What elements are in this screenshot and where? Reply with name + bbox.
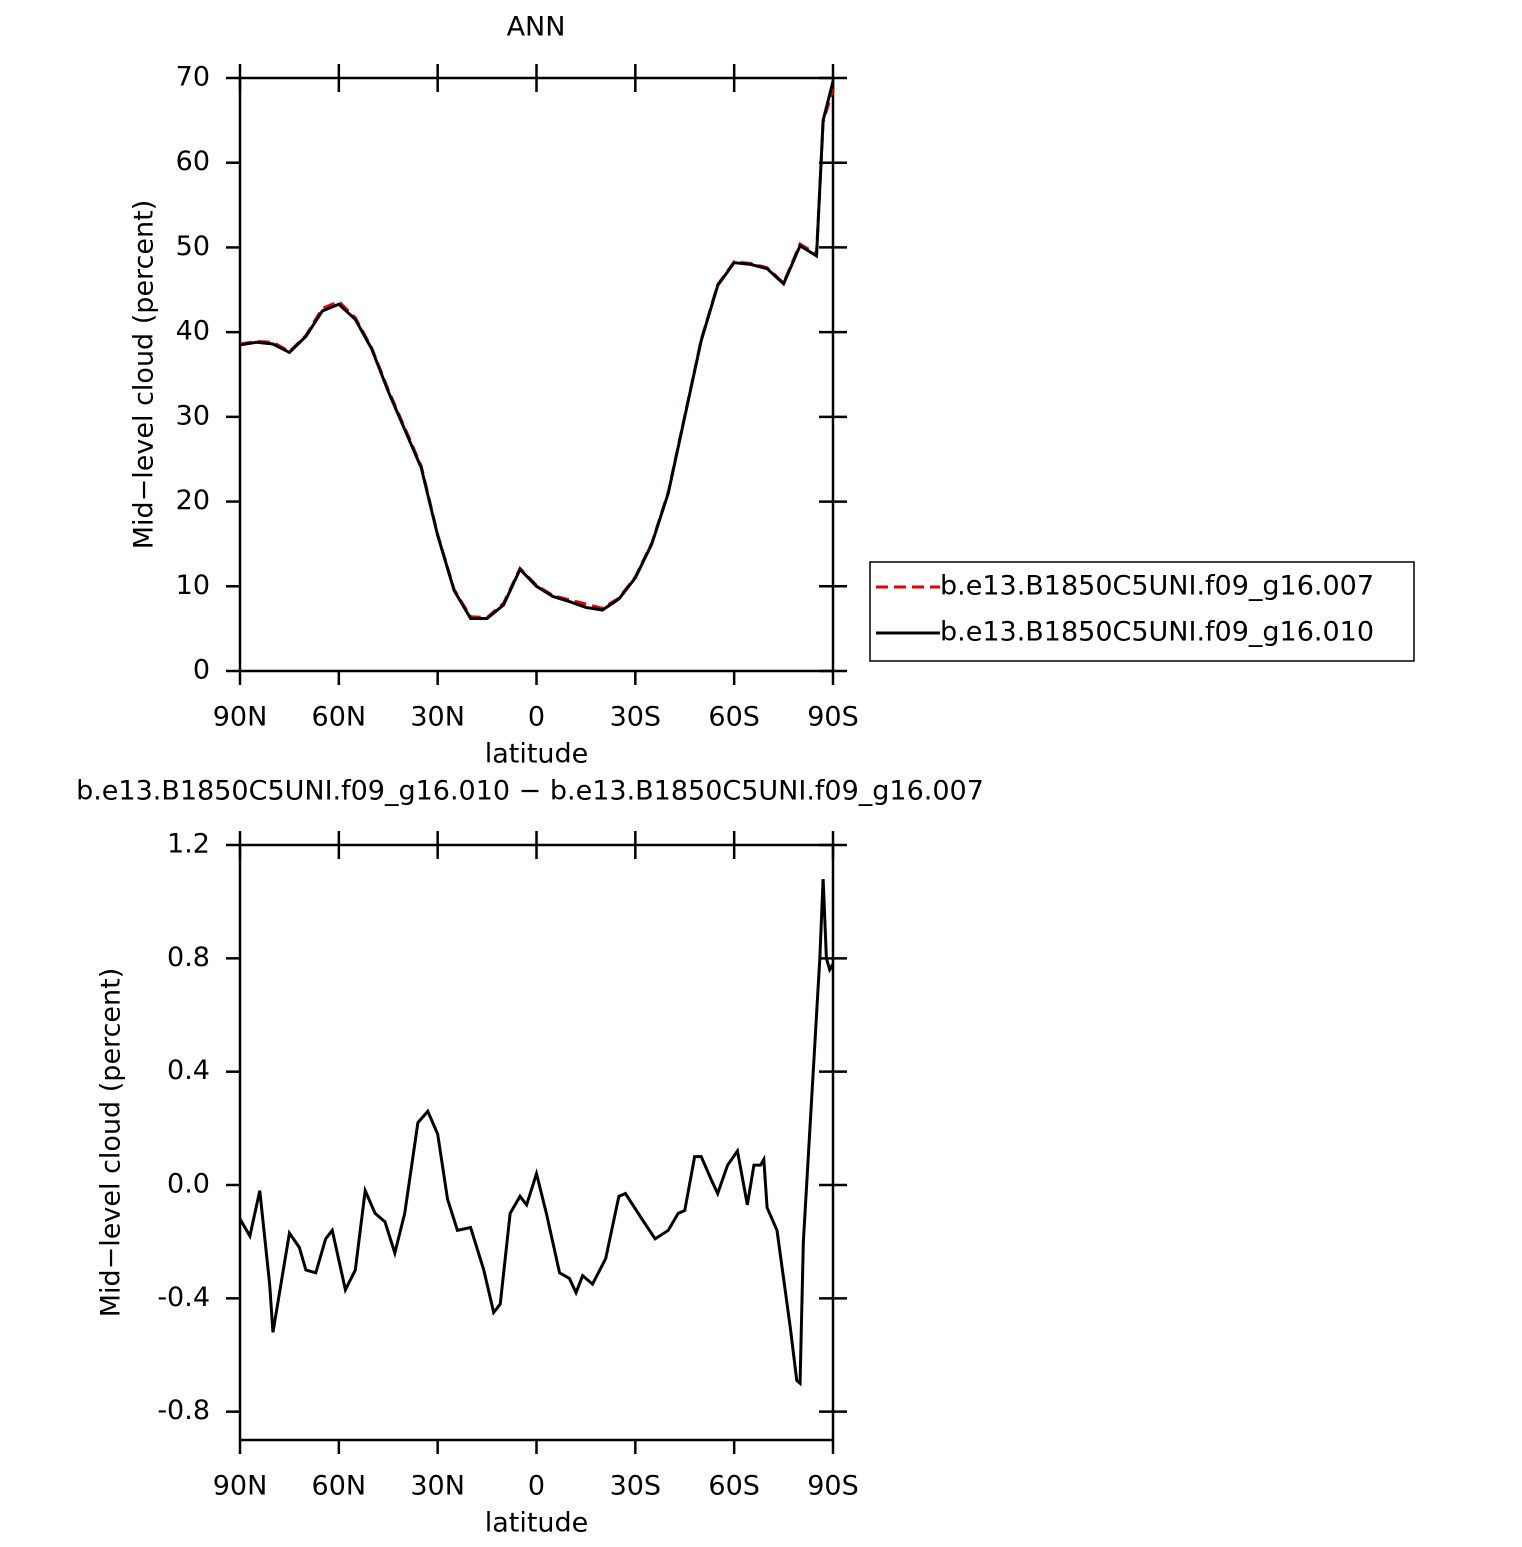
y-tick-label: 20 bbox=[176, 485, 210, 516]
y-tick-label: 70 bbox=[176, 62, 210, 93]
x-tick-label: 90N bbox=[213, 702, 268, 733]
x-tick-label: 0 bbox=[528, 702, 545, 733]
y-tick-label: -0.4 bbox=[157, 1282, 210, 1313]
x-tick-label: 60N bbox=[312, 1471, 367, 1502]
y-tick-label: 10 bbox=[176, 570, 210, 601]
x-tick-label: 60S bbox=[708, 702, 760, 733]
y-tick-label: 1.2 bbox=[167, 829, 210, 860]
y-tick-label: 0.4 bbox=[167, 1055, 210, 1086]
x-tick-label: 60S bbox=[708, 1471, 760, 1502]
y-tick-label: 0 bbox=[193, 655, 210, 686]
legend-label: b.e13.B1850C5UNI.f09_g16.010 bbox=[940, 617, 1374, 648]
series-line bbox=[239, 81, 835, 620]
y-tick-label: 60 bbox=[176, 146, 210, 177]
y-axis-label: Mid−level cloud (percent) bbox=[96, 968, 127, 1318]
x-tick-label: 30N bbox=[410, 702, 465, 733]
x-tick-label: 0 bbox=[528, 1471, 545, 1502]
x-tick-label: 30S bbox=[610, 1471, 662, 1502]
x-tick-label: 30S bbox=[610, 702, 662, 733]
x-tick-label: 60N bbox=[312, 702, 367, 733]
series-line bbox=[239, 88, 835, 620]
legend-box bbox=[869, 561, 1415, 662]
y-tick-label: -0.8 bbox=[157, 1395, 210, 1426]
chart-title: b.e13.B1850C5UNI.f09_g16.010 − b.e13.B18… bbox=[76, 776, 984, 807]
x-axis-label: latitude bbox=[485, 739, 589, 770]
x-axis-label: latitude bbox=[485, 1508, 589, 1539]
chart-title: ANN bbox=[507, 12, 566, 43]
x-tick-label: 90S bbox=[807, 702, 859, 733]
x-tick-label: 90N bbox=[213, 1471, 268, 1502]
y-tick-label: 40 bbox=[176, 316, 210, 347]
legend-label: b.e13.B1850C5UNI.f09_g16.007 bbox=[940, 571, 1374, 602]
y-tick-label: 50 bbox=[176, 231, 210, 262]
plot-frame bbox=[238, 843, 835, 1442]
x-tick-label: 90S bbox=[807, 1471, 859, 1502]
y-tick-label: 30 bbox=[176, 400, 210, 431]
plot-frame bbox=[238, 76, 835, 673]
x-tick-label: 30N bbox=[410, 1471, 465, 1502]
y-axis-label: Mid−level cloud (percent) bbox=[129, 200, 160, 550]
series-line bbox=[238, 878, 835, 1387]
y-tick-label: 0.8 bbox=[167, 942, 210, 973]
y-tick-label: 0.0 bbox=[167, 1169, 210, 1200]
